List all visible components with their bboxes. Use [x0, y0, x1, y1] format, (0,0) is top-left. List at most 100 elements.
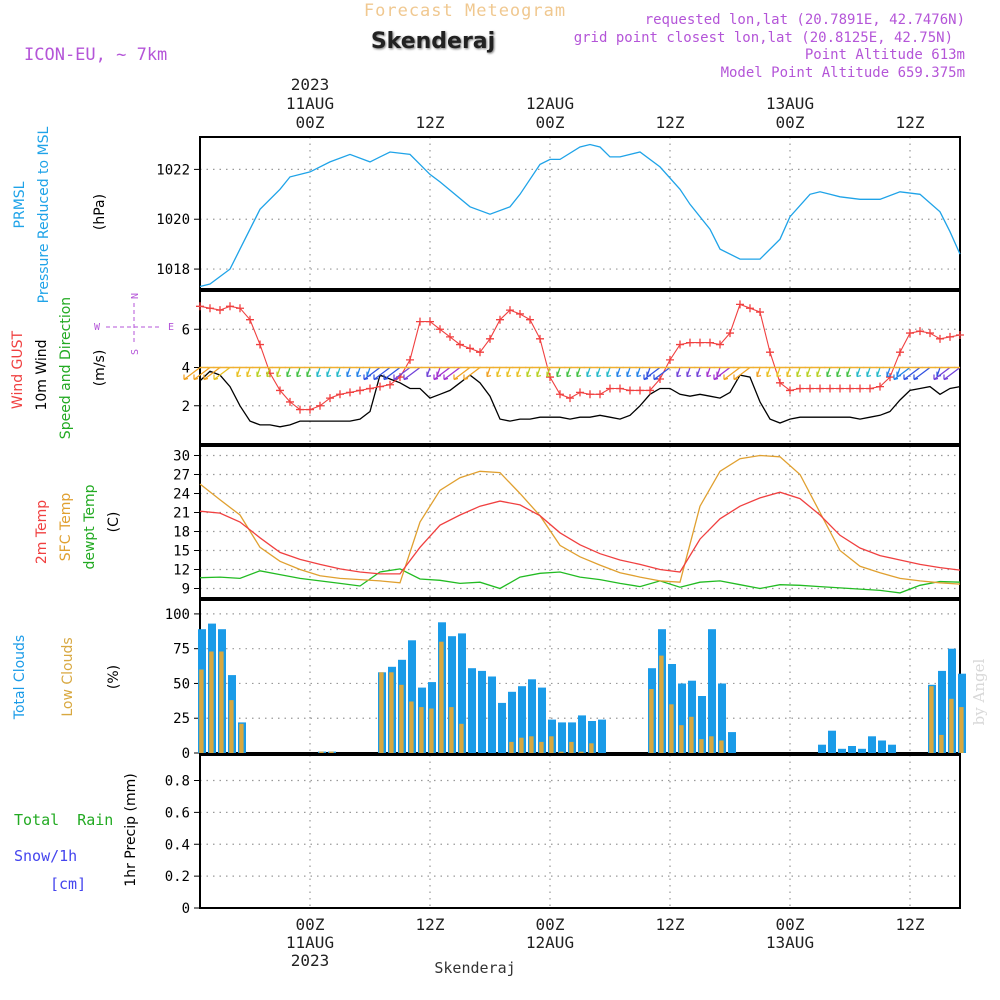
low-cloud-bar	[719, 740, 724, 753]
top-time-label: 00Z	[776, 113, 805, 132]
top-time-label: 00Z	[296, 113, 325, 132]
wind-panel: 2 4 6	[182, 290, 964, 445]
wind-arrow-head	[706, 371, 712, 378]
total-rain-label: Total Rain	[14, 811, 113, 829]
clouds-ytick-label: 100	[165, 607, 190, 623]
wind-arrow-head	[556, 371, 562, 378]
bottom-time-label: 11AUG	[286, 933, 334, 952]
wind-arrow-head	[676, 371, 682, 378]
gust-marker	[256, 340, 264, 349]
wind-arrow	[183, 367, 201, 380]
wind10m-line	[199, 370, 961, 428]
low-cloud-bar	[589, 743, 594, 753]
wind10m-label: 10m Wind	[34, 339, 50, 410]
gridpoint-lonlat: grid point closest lon,lat (20.8125E, 42…	[574, 30, 953, 46]
gust-label: Wind GUST	[10, 330, 26, 409]
precip-ytick-label: 0.6	[165, 805, 190, 821]
wind-arrow-head	[606, 371, 612, 378]
gust-marker	[456, 340, 464, 349]
wind-speed-dir-label: Speed and Direction	[58, 297, 74, 439]
gust-marker	[956, 330, 964, 339]
wind-arrow	[403, 367, 421, 380]
low-cloud-bar	[379, 672, 384, 753]
top-time-label: 11AUG	[286, 94, 334, 113]
gust-marker	[836, 384, 844, 393]
low-cloud-bar	[319, 751, 324, 753]
gust-marker	[946, 332, 954, 341]
precip-ytick-label: 0	[182, 901, 190, 917]
wind-unit: (m/s)	[92, 350, 108, 387]
pressure-panel: 1018 1020 1022	[156, 136, 961, 290]
wind-arrow-head	[776, 371, 782, 378]
clouds-panel: 0 25 50 75 100	[165, 599, 966, 762]
wind-arrow-head	[536, 371, 542, 378]
gust-marker	[536, 334, 544, 343]
gust-marker	[906, 329, 914, 338]
wind-arrow	[453, 367, 471, 380]
wind-arrow-head	[383, 374, 389, 381]
bottom-time-label: 00Z	[776, 915, 805, 934]
low-cloud-bar	[239, 723, 244, 753]
wind-arrow-head	[653, 374, 659, 381]
wind-arrow	[363, 367, 381, 380]
gust-marker	[856, 384, 864, 393]
cloud-labels: Total Clouds Low Clouds (%)	[12, 635, 122, 720]
gust-marker	[666, 355, 674, 364]
wind-arrow	[373, 367, 391, 380]
gust-marker	[306, 405, 314, 414]
low-cloud-bar	[509, 741, 514, 753]
low-cloud-bar	[569, 741, 574, 753]
gust-marker	[676, 340, 684, 349]
low-cloud-bar	[679, 725, 684, 753]
pressure-label: Pressure Reduced to MSL	[36, 126, 52, 303]
gust-marker	[556, 390, 564, 399]
gust-marker	[526, 315, 534, 324]
low-cloud-bar	[579, 751, 584, 753]
clouds-ytick-label: 25	[173, 711, 190, 727]
dewpt-label: dewpt Temp	[82, 484, 98, 569]
wind-arrow-head	[373, 374, 379, 381]
gust-marker	[796, 384, 804, 393]
gust-marker	[586, 390, 594, 399]
low-cloud-bar	[429, 708, 434, 753]
precip-labels: Total Rain Snow/1h [cm] 1hr Precip (mm)	[14, 773, 139, 893]
wind-arrow-head	[193, 374, 199, 381]
wind-arrow-head	[856, 371, 862, 378]
low-cloud-bar	[209, 651, 214, 753]
total-cloud-bar	[678, 683, 686, 753]
wind-arrow-head	[286, 371, 292, 378]
wind-arrow-head	[336, 371, 342, 378]
gust-marker	[496, 315, 504, 324]
precip-frame	[199, 754, 961, 909]
temp2m-line	[199, 491, 961, 575]
gust-marker	[756, 308, 764, 317]
total-cloud-bar	[888, 744, 896, 753]
gust-marker	[846, 384, 854, 393]
temp-unit: (C)	[106, 512, 122, 533]
gust-marker	[336, 390, 344, 399]
panels: 1018102010222469121518212427300255075100…	[156, 136, 966, 917]
top-time-label: 12Z	[416, 113, 445, 132]
wind-arrow-head	[183, 374, 189, 381]
wind-arrow-head	[363, 374, 369, 381]
low-cloud-bar	[459, 723, 464, 753]
gust-marker	[746, 304, 754, 313]
top-time-label: 13AUG	[766, 94, 814, 113]
wind-arrow-head	[546, 371, 552, 378]
low-cloud-bar	[929, 686, 934, 753]
low-cloud-bar	[709, 736, 714, 753]
precip-unit: 1hr Precip (mm)	[123, 773, 139, 886]
wind-arrow-head	[596, 371, 602, 378]
wind-arrow-head	[393, 374, 399, 381]
wind-arrow-head	[443, 374, 449, 381]
bottom-time-label: 12Z	[656, 915, 685, 934]
wind-arrow-head	[796, 371, 802, 378]
total-cloud-bar	[528, 679, 536, 753]
total-cloud-bar	[578, 715, 586, 753]
footer-location: Skenderaj	[434, 959, 515, 977]
wind-arrow	[643, 367, 661, 380]
wind-arrow	[393, 367, 411, 380]
total-cloud-bar	[938, 670, 946, 753]
wind-arrow	[653, 367, 671, 380]
